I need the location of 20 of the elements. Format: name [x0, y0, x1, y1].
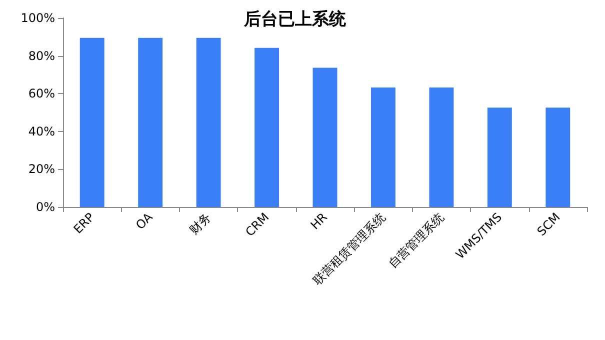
bar [254, 48, 280, 207]
bar [196, 38, 221, 207]
bar [546, 108, 570, 207]
y-tick-label: 0% [36, 200, 55, 214]
x-tick-label: HR [308, 210, 330, 232]
bar [312, 68, 338, 207]
bar [80, 38, 104, 207]
bar [429, 88, 454, 207]
x-tick-label: 财务 [186, 210, 214, 237]
y-tick-label: 60% [28, 86, 55, 101]
bar [487, 108, 512, 207]
y-tick-label: 20% [28, 162, 55, 176]
y-tick-label: 80% [28, 48, 55, 63]
bar [138, 38, 163, 207]
y-tick-label: 40% [28, 124, 55, 138]
x-tick-label: 自营管理系统 [386, 210, 446, 271]
y-tick-label: 100% [20, 11, 55, 25]
chart-title: 后台已上系统 [243, 10, 347, 30]
x-tick-label: OA [133, 209, 156, 232]
bar [370, 88, 396, 207]
